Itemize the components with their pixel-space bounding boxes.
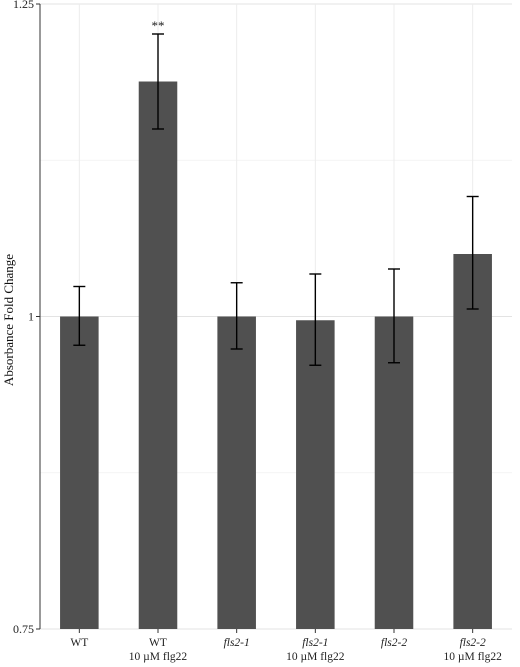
x-tick-label: fls2-1 bbox=[224, 637, 250, 649]
x-ticks: WT WT 10 µM flg22 fls2-1 fls2-1 10 µM flg22 fl… bbox=[70, 629, 502, 663]
bar bbox=[296, 320, 335, 629]
x-tick-label: WT bbox=[149, 637, 167, 649]
bar bbox=[374, 316, 414, 629]
x-tick-label-line2: 10 µM flg22 bbox=[129, 651, 188, 663]
x-tick-label: fls2-2 bbox=[381, 637, 407, 649]
y-axis-title: Absorbance Fold Change bbox=[1, 254, 16, 386]
significance-label: ** bbox=[152, 18, 165, 33]
bar bbox=[217, 316, 256, 629]
bars bbox=[60, 81, 492, 629]
x-tick-label: fls2-1 bbox=[302, 637, 328, 649]
y-tick-label: 1 bbox=[28, 310, 34, 324]
x-tick-label: WT bbox=[70, 637, 88, 649]
bar bbox=[138, 81, 178, 629]
y-ticks: 0.75 1 1.25 bbox=[13, 0, 40, 636]
y-tick-label: 0.75 bbox=[13, 622, 34, 636]
x-tick-label: fls2-2 bbox=[460, 637, 486, 649]
error-bars bbox=[73, 33, 479, 366]
x-tick-label-line2: 10 µM flg22 bbox=[286, 651, 345, 663]
bar bbox=[453, 254, 492, 629]
annotations: ** bbox=[152, 18, 165, 33]
x-tick-label-line2: 10 µM flg22 bbox=[443, 651, 502, 663]
y-tick-label: 1.25 bbox=[13, 0, 34, 11]
bar bbox=[60, 316, 99, 629]
gridlines bbox=[40, 3, 512, 630]
